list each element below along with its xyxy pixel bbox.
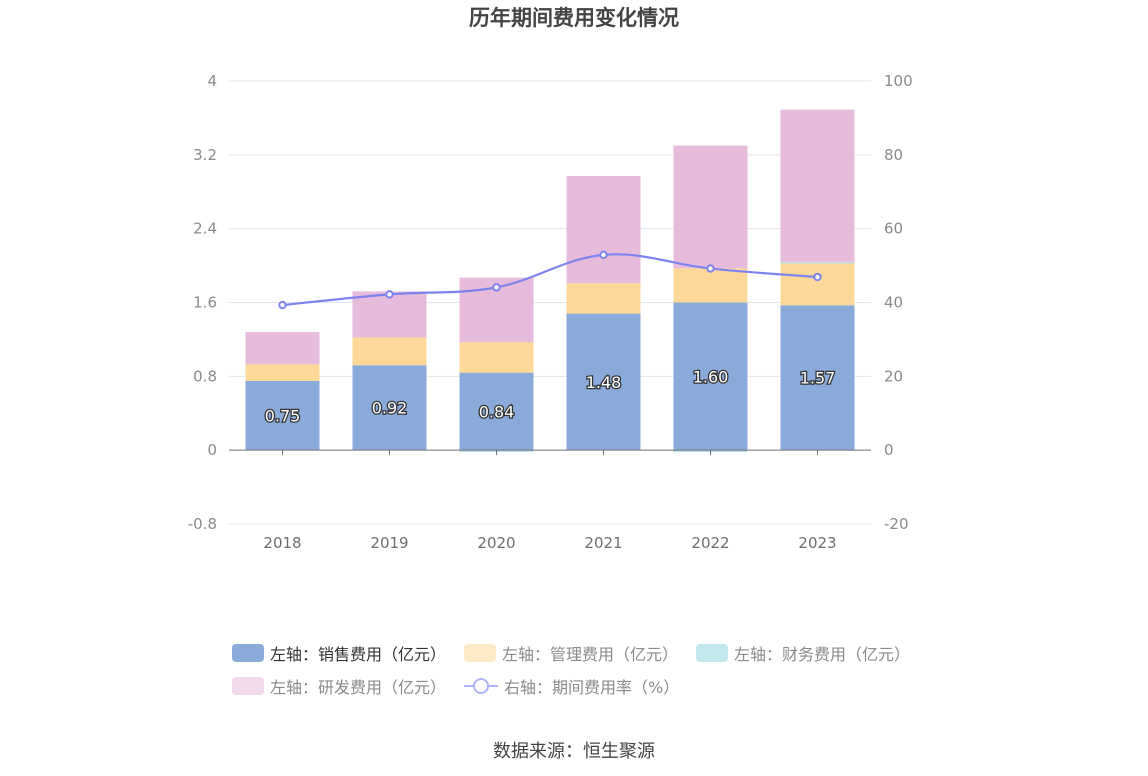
bar-sales [780, 305, 855, 451]
left-axis-tick-label: 1.6 [193, 294, 217, 312]
bar-rd [245, 332, 320, 365]
bar-sales-data-label: 1.60 [693, 367, 729, 386]
right-axis-tick-label: 0 [884, 441, 894, 459]
right-axis-tick-label: 60 [884, 220, 903, 238]
right-axis-tick-label: 100 [884, 72, 913, 90]
right-axis-tick-label: 40 [884, 294, 903, 312]
bar-sales-data-label: 1.48 [586, 373, 622, 392]
legend-item-rate[interactable]: 右轴：期间费用率（%） [464, 674, 679, 698]
data-source: 数据来源：恒生聚源 [493, 741, 655, 762]
legend-item-sales[interactable]: 左轴：销售费用（亿元） [232, 641, 446, 665]
bar-admin [673, 268, 748, 303]
legend-label-rd: 左轴：研发费用（亿元） [270, 678, 447, 697]
x-axis-tick-label: 2019 [370, 534, 408, 552]
left-axis-tick-label: 3.2 [193, 146, 217, 164]
left-axis-tick-label: 0.8 [193, 367, 217, 385]
bar-sales [566, 313, 641, 451]
rate-point [492, 283, 501, 292]
legend-label-admin: 左轴：管理费用（亿元） [502, 645, 679, 664]
rate-point [706, 264, 715, 273]
bar-rd [352, 291, 427, 338]
bar-admin [459, 342, 534, 373]
bar-sales [459, 372, 534, 451]
bar-rd [566, 176, 641, 284]
rate-point [385, 290, 394, 299]
legend-label-rate: 右轴：期间费用率（%） [504, 678, 680, 697]
bar-finance [780, 261, 855, 264]
bar-sales-data-label: 0.92 [372, 399, 408, 418]
right-axis-tick-label: 20 [884, 367, 903, 385]
legend-swatch-sales [232, 644, 264, 662]
bar-admin [780, 262, 855, 306]
bar-sales [245, 380, 320, 451]
legend-item-finance[interactable]: 左轴：财务费用（亿元） [696, 641, 910, 665]
left-axis-tick-label: 4 [207, 72, 217, 90]
legend-swatch-admin [464, 644, 496, 662]
x-axis-tick-label: 2022 [691, 534, 729, 552]
legend-swatch-finance [696, 644, 728, 662]
rate-point [599, 250, 608, 260]
bar-admin [245, 364, 320, 381]
bar-admin [566, 283, 641, 314]
bar-sales-data-label: 0.75 [265, 407, 301, 426]
x-axis-tick-label: 2021 [584, 534, 622, 552]
legend-item-rd[interactable]: 左轴：研发费用（亿元） [232, 674, 446, 698]
chart-title: 历年期间费用变化情况 [469, 6, 679, 30]
bar-sales [673, 302, 748, 451]
left-axis-tick-label: 0 [207, 441, 217, 459]
legend-swatch-rate [464, 677, 498, 695]
x-axis-tick-label: 2018 [263, 534, 301, 552]
rate-point [278, 300, 287, 310]
x-axis-tick-label: 2020 [477, 534, 515, 552]
legend-item-admin[interactable]: 左轴：管理费用（亿元） [464, 641, 678, 665]
bar-rd [780, 109, 855, 262]
right-axis-tick-label: 80 [884, 146, 903, 164]
legend-swatch-rd [232, 677, 264, 695]
rate-point [813, 272, 822, 282]
bar-sales [352, 365, 427, 451]
legend-label-sales: 左轴：销售费用（亿元） [270, 645, 447, 664]
left-axis-tick-label: 2.4 [193, 220, 217, 238]
x-axis-tick-label: 2023 [798, 534, 836, 552]
rate-line [282, 253, 818, 307]
left-axis-tick-label: -0.8 [188, 515, 217, 533]
bar-admin [352, 337, 427, 366]
bar-sales-data-label: 1.57 [800, 369, 836, 388]
legend-label-finance: 左轴：财务费用（亿元） [734, 645, 911, 664]
bar-sales-data-label: 0.84 [479, 402, 515, 421]
bar-rd [673, 145, 748, 269]
right-axis-tick-label: -20 [884, 515, 909, 533]
